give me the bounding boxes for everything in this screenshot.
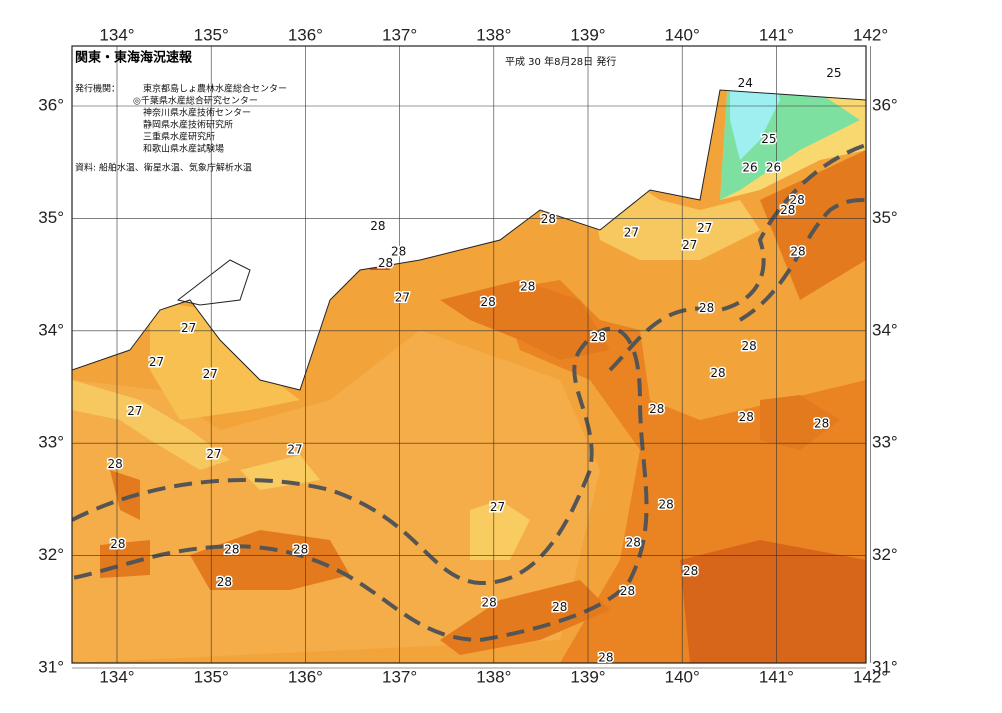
lon-tick-label: 142°	[853, 667, 888, 686]
temperature-label: 27	[181, 321, 196, 335]
lat-tick-label: 31°	[872, 657, 898, 676]
temperature-label: 28	[110, 537, 125, 551]
temperature-label: 26	[742, 160, 757, 174]
issuer: 神奈川県水産技術センター	[143, 107, 251, 119]
lon-tick-label: 138°	[476, 667, 511, 686]
lat-tick-label: 35°	[872, 208, 898, 227]
temperature-label: 28	[598, 650, 613, 664]
temperature-label: 28	[789, 193, 804, 207]
lon-tick-label: 137°	[382, 25, 417, 44]
lon-tick-label: 138°	[476, 25, 511, 44]
temperature-label: 28	[739, 410, 754, 424]
temperature-label: 27	[490, 500, 505, 514]
lon-tick-label: 139°	[570, 25, 605, 44]
graticule	[72, 46, 871, 669]
lon-tick-label: 134°	[99, 25, 134, 44]
lon-tick-label: 140°	[665, 25, 700, 44]
issuer: 三重県水産研究所	[143, 131, 215, 143]
lat-tick-label: 35°	[38, 208, 64, 227]
temperature-label: 27	[287, 442, 302, 456]
temperature-label: 26	[766, 160, 781, 174]
temperature-label: 28	[790, 245, 805, 259]
temperature-label: 28	[814, 417, 829, 431]
temperature-label: 27	[395, 291, 410, 305]
lon-tick-label: 141°	[759, 667, 794, 686]
temperature-label: 28	[481, 295, 496, 309]
temperature-label: 28	[591, 330, 606, 344]
lon-tick-label: 135°	[194, 667, 229, 686]
lat-tick-label: 31°	[38, 657, 64, 676]
title: 関東・東海海況速報	[75, 50, 193, 66]
issue-date: 平成 30 年8月28日 発行	[505, 55, 616, 68]
issuer: 和歌山県水産試験場	[143, 143, 224, 155]
issuer: 東京都島しょ農林水産総合センター	[143, 83, 287, 95]
lat-tick-label: 33°	[38, 433, 64, 452]
data-source: 資料: 船舶水温、衛星水温、気象庁解析水温	[75, 162, 252, 174]
temperature-label: 28	[370, 219, 385, 233]
temperature-label: 27	[697, 221, 712, 235]
temperature-label: 28	[378, 256, 393, 270]
lon-tick-label: 137°	[382, 667, 417, 686]
temperature-label: 28	[520, 279, 535, 293]
temperature-label: 27	[127, 404, 142, 418]
issuer: ◎千葉県水産総合研究センター	[133, 95, 258, 107]
lat-tick-label: 36°	[872, 95, 898, 114]
temperature-label: 28	[107, 457, 122, 471]
temperature-label: 27	[206, 447, 221, 461]
lon-tick-label: 135°	[194, 25, 229, 44]
temperature-label: 28	[659, 498, 674, 512]
lon-tick-label: 136°	[288, 25, 323, 44]
lat-tick-label: 34°	[872, 320, 898, 339]
lon-tick-label: 139°	[570, 667, 605, 686]
temperature-label: 28	[626, 536, 641, 550]
lon-tick-label: 141°	[759, 25, 794, 44]
temperature-label: 25	[761, 132, 776, 146]
lat-tick-label: 32°	[38, 545, 64, 564]
issuer: 静岡県水産技術研究所	[143, 119, 233, 131]
temperature-label: 27	[149, 355, 164, 369]
temperature-label: 28	[224, 542, 239, 556]
map-frame	[71, 45, 867, 664]
temperature-label: 25	[826, 66, 841, 80]
lon-tick-label: 134°	[99, 667, 134, 686]
temperature-label: 28	[699, 301, 714, 315]
lon-tick-label: 142°	[853, 25, 888, 44]
temperature-label: 28	[620, 584, 635, 598]
temperature-label: 28	[541, 212, 556, 226]
temperature-label: 27	[682, 238, 697, 252]
temperature-label: 28	[741, 339, 756, 353]
issuer-label: 発行機関：	[75, 83, 120, 95]
lat-tick-label: 32°	[872, 545, 898, 564]
temperature-label: 27	[203, 367, 218, 381]
temperature-label: 28	[293, 542, 308, 556]
lat-tick-label: 33°	[872, 433, 898, 452]
temperature-label: 27	[624, 226, 639, 240]
temperature-label: 28	[217, 575, 232, 589]
temperature-label: 28	[649, 402, 664, 416]
temperature-label: 24	[738, 76, 753, 90]
temperature-label: 28	[481, 595, 496, 609]
temperature-label: 28	[780, 203, 795, 217]
temperature-label: 28	[552, 600, 567, 614]
sea-temperature-field	[72, 46, 866, 663]
lat-tick-label: 34°	[38, 320, 64, 339]
temperature-label: 28	[391, 245, 406, 259]
lon-tick-label: 136°	[288, 667, 323, 686]
temperature-label: 28	[710, 366, 725, 380]
lat-tick-label: 36°	[38, 95, 64, 114]
temperature-label: 28	[683, 564, 698, 578]
lon-tick-label: 140°	[665, 667, 700, 686]
